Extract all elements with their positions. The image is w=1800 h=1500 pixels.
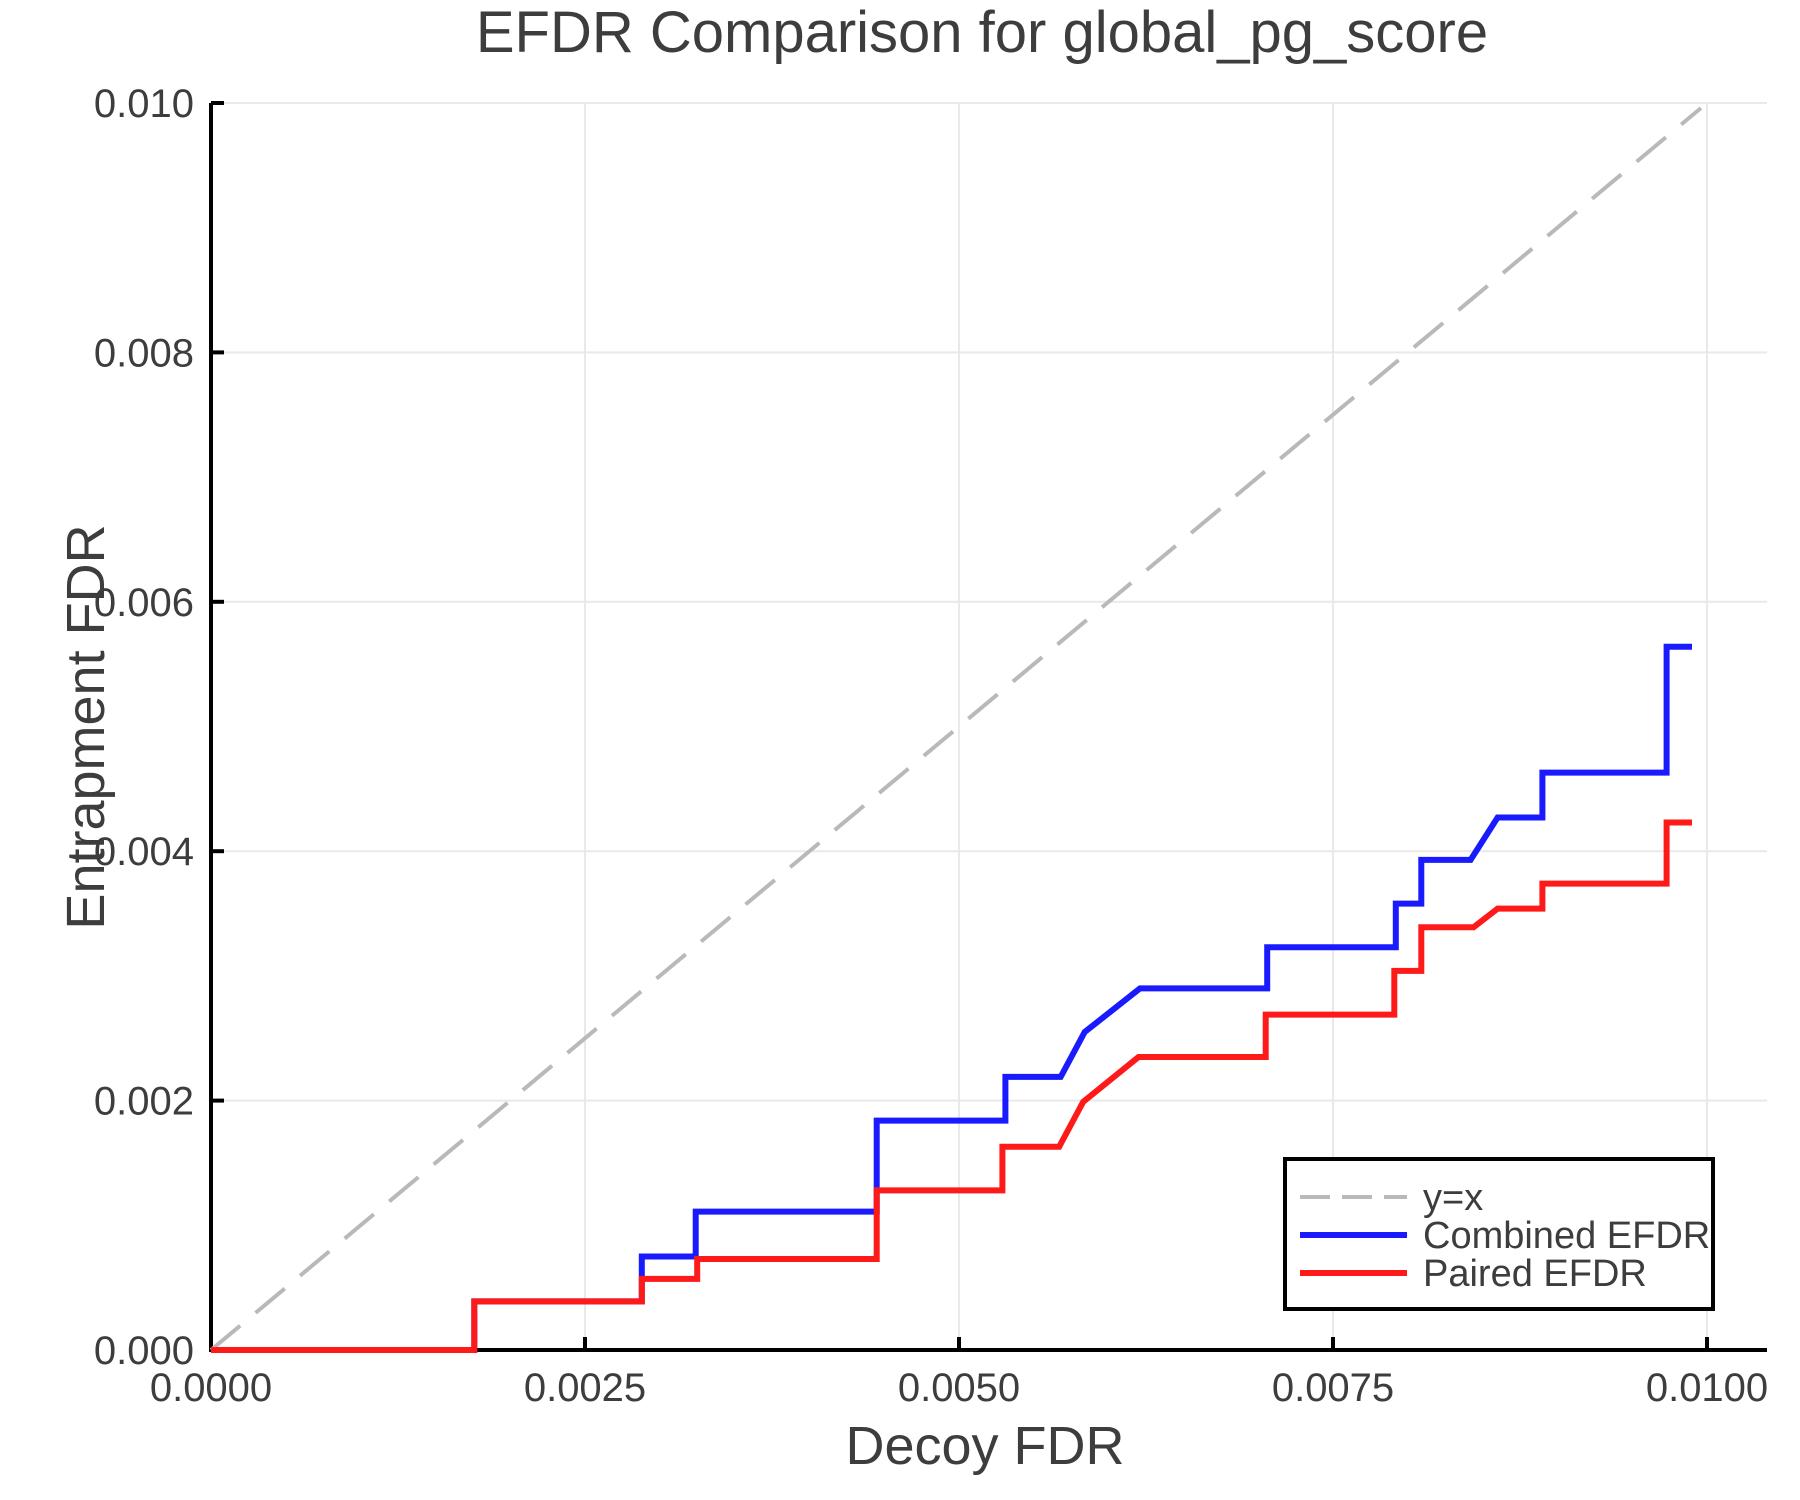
y-axis-label: Entrapment FDR xyxy=(56,524,116,929)
x-tick-label: 0.0025 xyxy=(524,1366,646,1410)
reference-yx-line xyxy=(209,106,1703,1352)
x-tick-label: 0.0000 xyxy=(150,1366,272,1410)
y-tick-label: 0.000 xyxy=(94,1329,194,1373)
legend-label-combined: Combined EFDR xyxy=(1423,1215,1710,1257)
x-tick-label: 0.0075 xyxy=(1272,1366,1394,1410)
data-series xyxy=(211,643,1692,1353)
axis-ticks xyxy=(209,101,1709,1352)
tick-labels: 0.0000 0.0025 0.0050 0.0075 0.0100 0.000 0.002… xyxy=(94,82,1768,1410)
series-line-combined-efdr xyxy=(211,643,1692,1353)
y-tick-label: 0.002 xyxy=(94,1080,194,1124)
legend: y=x Combined EFDR Paired EFDR xyxy=(1283,1157,1715,1311)
x-axis-label: Decoy FDR xyxy=(845,1416,1124,1476)
y-tick-label: 0.004 xyxy=(94,830,194,874)
gridlines xyxy=(211,102,1767,1350)
y-tick-label: 0.008 xyxy=(94,331,194,375)
legend-label-paired: Paired EFDR xyxy=(1423,1253,1647,1295)
identity-line xyxy=(209,106,1703,1352)
legend-label-yx: y=x xyxy=(1423,1177,1483,1219)
chart-title: EFDR Comparison for global_pg_score xyxy=(476,0,1488,65)
x-tick-label: 0.0100 xyxy=(1646,1366,1768,1410)
series-line-paired-efdr xyxy=(211,819,1692,1353)
y-tick-label: 0.006 xyxy=(94,581,194,625)
y-tick-label: 0.010 xyxy=(94,82,194,126)
x-tick-label: 0.0050 xyxy=(898,1366,1020,1410)
